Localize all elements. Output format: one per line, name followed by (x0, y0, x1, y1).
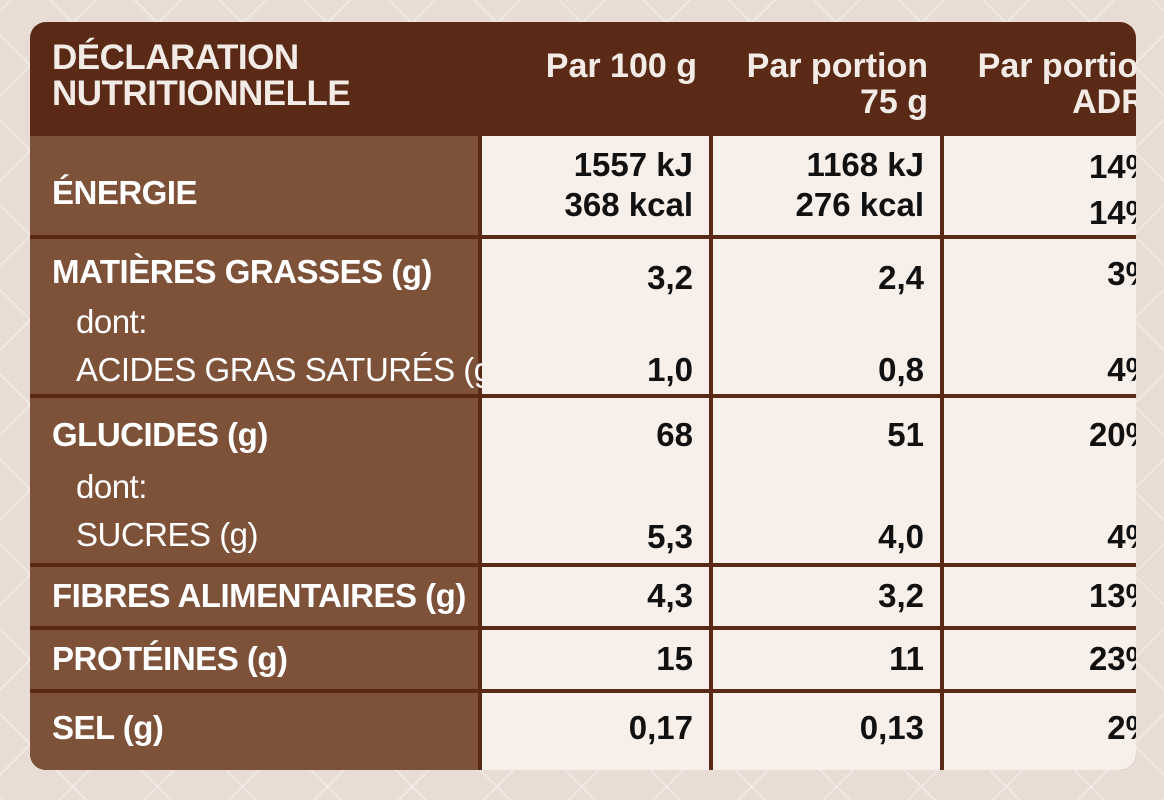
value: 3,2 (878, 577, 924, 614)
dont-label: dont: (76, 468, 147, 505)
value-cell: 23% (944, 630, 1136, 689)
value-cell: 3,2 (713, 567, 940, 626)
col-header-per-portion-line2: 75 g (859, 83, 928, 121)
value: 2% (1107, 709, 1136, 746)
value: 5,3 (647, 518, 693, 555)
col-header-per-portion: Par portion 75 g (713, 22, 940, 132)
value-cell: 3% 4% (944, 239, 1136, 394)
value: 276 kcal (795, 186, 924, 223)
value-cell: 0,17 (482, 693, 709, 770)
value: 1557 kJ (573, 146, 693, 183)
row-label-cell: FIBRES ALIMENTAIRES (g) (30, 567, 478, 626)
value: 1168 kJ (806, 146, 924, 183)
table-row-fibres: FIBRES ALIMENTAIRES (g) 4,3 3,2 13% (30, 567, 1136, 626)
sub-row-label: ACIDES GRAS SATURÉS (g) (76, 351, 503, 388)
table-title: DÉCLARATION NUTRITIONNELLE (30, 22, 478, 132)
sub-row-label: SUCRES (g) (76, 516, 259, 553)
dont-label: dont: (76, 303, 147, 340)
col-header-per-100g: Par 100 g (482, 22, 709, 132)
table-row-proteines: PROTÉINES (g) 15 11 23% (30, 630, 1136, 689)
value-cell: 14% 14% (944, 136, 1136, 235)
value: 3% (1107, 255, 1136, 292)
value: 51 (887, 416, 924, 453)
value-cell: 1168 kJ 276 kcal (713, 136, 940, 235)
value: 11 (889, 640, 924, 677)
table-row-energie: ÉNERGIE 1557 kJ 368 kcal 1168 kJ 276 kca… (30, 136, 1136, 235)
col-header-adr: Par portion ADR* (944, 22, 1136, 132)
row-label: SEL (g) (52, 709, 164, 746)
col-header-adr-line1: Par portion (977, 47, 1136, 85)
value-cell: 11 (713, 630, 940, 689)
value: 20% (1088, 416, 1136, 453)
value: 23% (1088, 640, 1136, 677)
row-label-cell: GLUCIDES (g) dont: SUCRES (g) (30, 398, 478, 563)
value: 14% (1088, 148, 1136, 185)
value: 4% (1107, 351, 1136, 388)
value-cell: 0,13 (713, 693, 940, 770)
row-label-cell: MATIÈRES GRASSES (g) dont: ACIDES GRAS S… (30, 239, 503, 394)
value: 0,13 (859, 709, 924, 746)
value-cell: 20% 4% (944, 398, 1136, 563)
table-row-sel: SEL (g) 0,17 0,13 2% (30, 693, 1136, 770)
value: 4,3 (647, 577, 693, 614)
table-header: DÉCLARATION NUTRITIONNELLE Par 100 g Par… (30, 22, 1136, 132)
value-cell: 2% (944, 693, 1136, 770)
value: 15 (656, 640, 693, 677)
col-header-adr-line2: ADR* (1072, 83, 1136, 121)
title-line-1: DÉCLARATION (52, 38, 299, 77)
row-label-cell: SEL (g) (30, 693, 478, 770)
row-label-cell: ÉNERGIE (30, 136, 478, 235)
value: 0,17 (628, 709, 693, 746)
value: 4,0 (878, 518, 924, 555)
row-label: GLUCIDES (g) (52, 416, 268, 453)
value: 368 kcal (564, 186, 693, 223)
value-cell: 4,3 (482, 567, 709, 626)
table-row-matieres-grasses: MATIÈRES GRASSES (g) dont: ACIDES GRAS S… (30, 239, 1136, 394)
nutrition-table: DÉCLARATION NUTRITIONNELLE Par 100 g Par… (30, 22, 1136, 770)
value: 3,2 (647, 259, 693, 296)
value: 1,0 (647, 351, 693, 388)
col-header-per-portion-line1: Par portion (746, 47, 928, 85)
value-cell: 68 5,3 (482, 398, 709, 563)
value: 68 (656, 416, 693, 453)
value-cell: 2,4 0,8 (713, 239, 940, 394)
row-label: PROTÉINES (g) (52, 640, 288, 677)
value: 2,4 (878, 259, 924, 296)
value: 14% (1088, 194, 1136, 231)
value-cell: 15 (482, 630, 709, 689)
value: 4% (1107, 518, 1136, 555)
row-label: FIBRES ALIMENTAIRES (g) (52, 577, 466, 614)
value-cell: 1557 kJ 368 kcal (482, 136, 709, 235)
col-header-per-100g-text: Par 100 g (545, 47, 697, 85)
value: 13% (1088, 577, 1136, 614)
row-label: MATIÈRES GRASSES (g) (52, 253, 432, 290)
value-cell: 13% (944, 567, 1136, 626)
title-line-2: NUTRITIONNELLE (52, 74, 351, 113)
table-row-glucides: GLUCIDES (g) dont: SUCRES (g) 68 5,3 51 … (30, 398, 1136, 563)
row-label: ÉNERGIE (52, 174, 198, 211)
value-cell: 51 4,0 (713, 398, 940, 563)
value: 0,8 (878, 351, 924, 388)
value-cell: 3,2 1,0 (482, 239, 709, 394)
row-label-cell: PROTÉINES (g) (30, 630, 478, 689)
